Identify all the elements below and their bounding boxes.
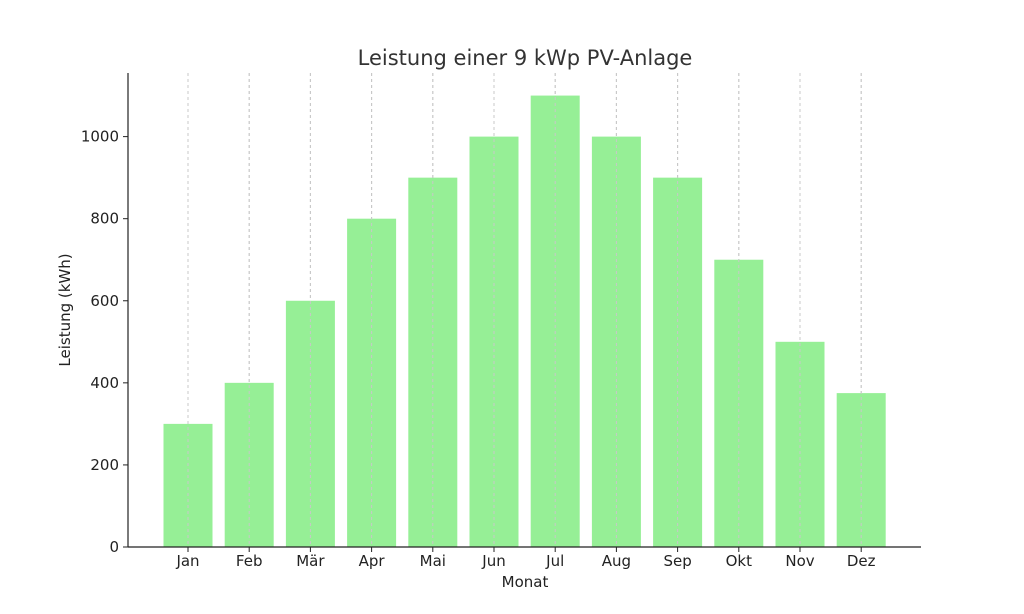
bar-Aug	[591, 136, 641, 547]
x-tick-label-Jul: Jul	[545, 552, 564, 570]
x-tick-label-Mai: Mai	[420, 552, 446, 570]
x-tick-label-Aug: Aug	[602, 552, 631, 570]
y-tick-label-800: 800	[90, 210, 119, 228]
y-tick-label-600: 600	[90, 292, 119, 310]
y-axis-label: Leistung (kWh)	[56, 253, 74, 366]
y-tick-label-400: 400	[90, 374, 119, 392]
bar-Jan	[163, 423, 213, 547]
x-tick-label-Dez: Dez	[847, 552, 876, 570]
x-tick-label-Sep: Sep	[663, 552, 691, 570]
y-axis-ticks: 0 200 400 600 800 1000	[81, 128, 128, 556]
chart-title: Leistung einer 9 kWp PV-Anlage	[358, 46, 693, 70]
y-tick-label-0: 0	[109, 538, 119, 556]
y-tick-label-200: 200	[90, 456, 119, 474]
x-tick-label-Jun: Jun	[481, 552, 505, 570]
x-tick-label-Okt: Okt	[726, 552, 752, 570]
y-tick-label-1000: 1000	[81, 128, 119, 146]
x-tick-label-Jan: Jan	[175, 552, 199, 570]
bar-Jun	[469, 136, 519, 547]
x-tick-label-Mär: Mär	[296, 552, 325, 570]
x-tick-label-Nov: Nov	[785, 552, 814, 570]
x-tick-label-Apr: Apr	[359, 552, 386, 570]
bars	[163, 73, 886, 548]
x-axis-ticks: Jan Feb Mär Apr Mai Jun Jul Aug Sep Okt Nov Dez	[175, 547, 876, 570]
bar-Nov	[775, 341, 825, 547]
x-axis-label: Monat	[502, 573, 549, 591]
x-tick-label-Feb: Feb	[236, 552, 263, 570]
